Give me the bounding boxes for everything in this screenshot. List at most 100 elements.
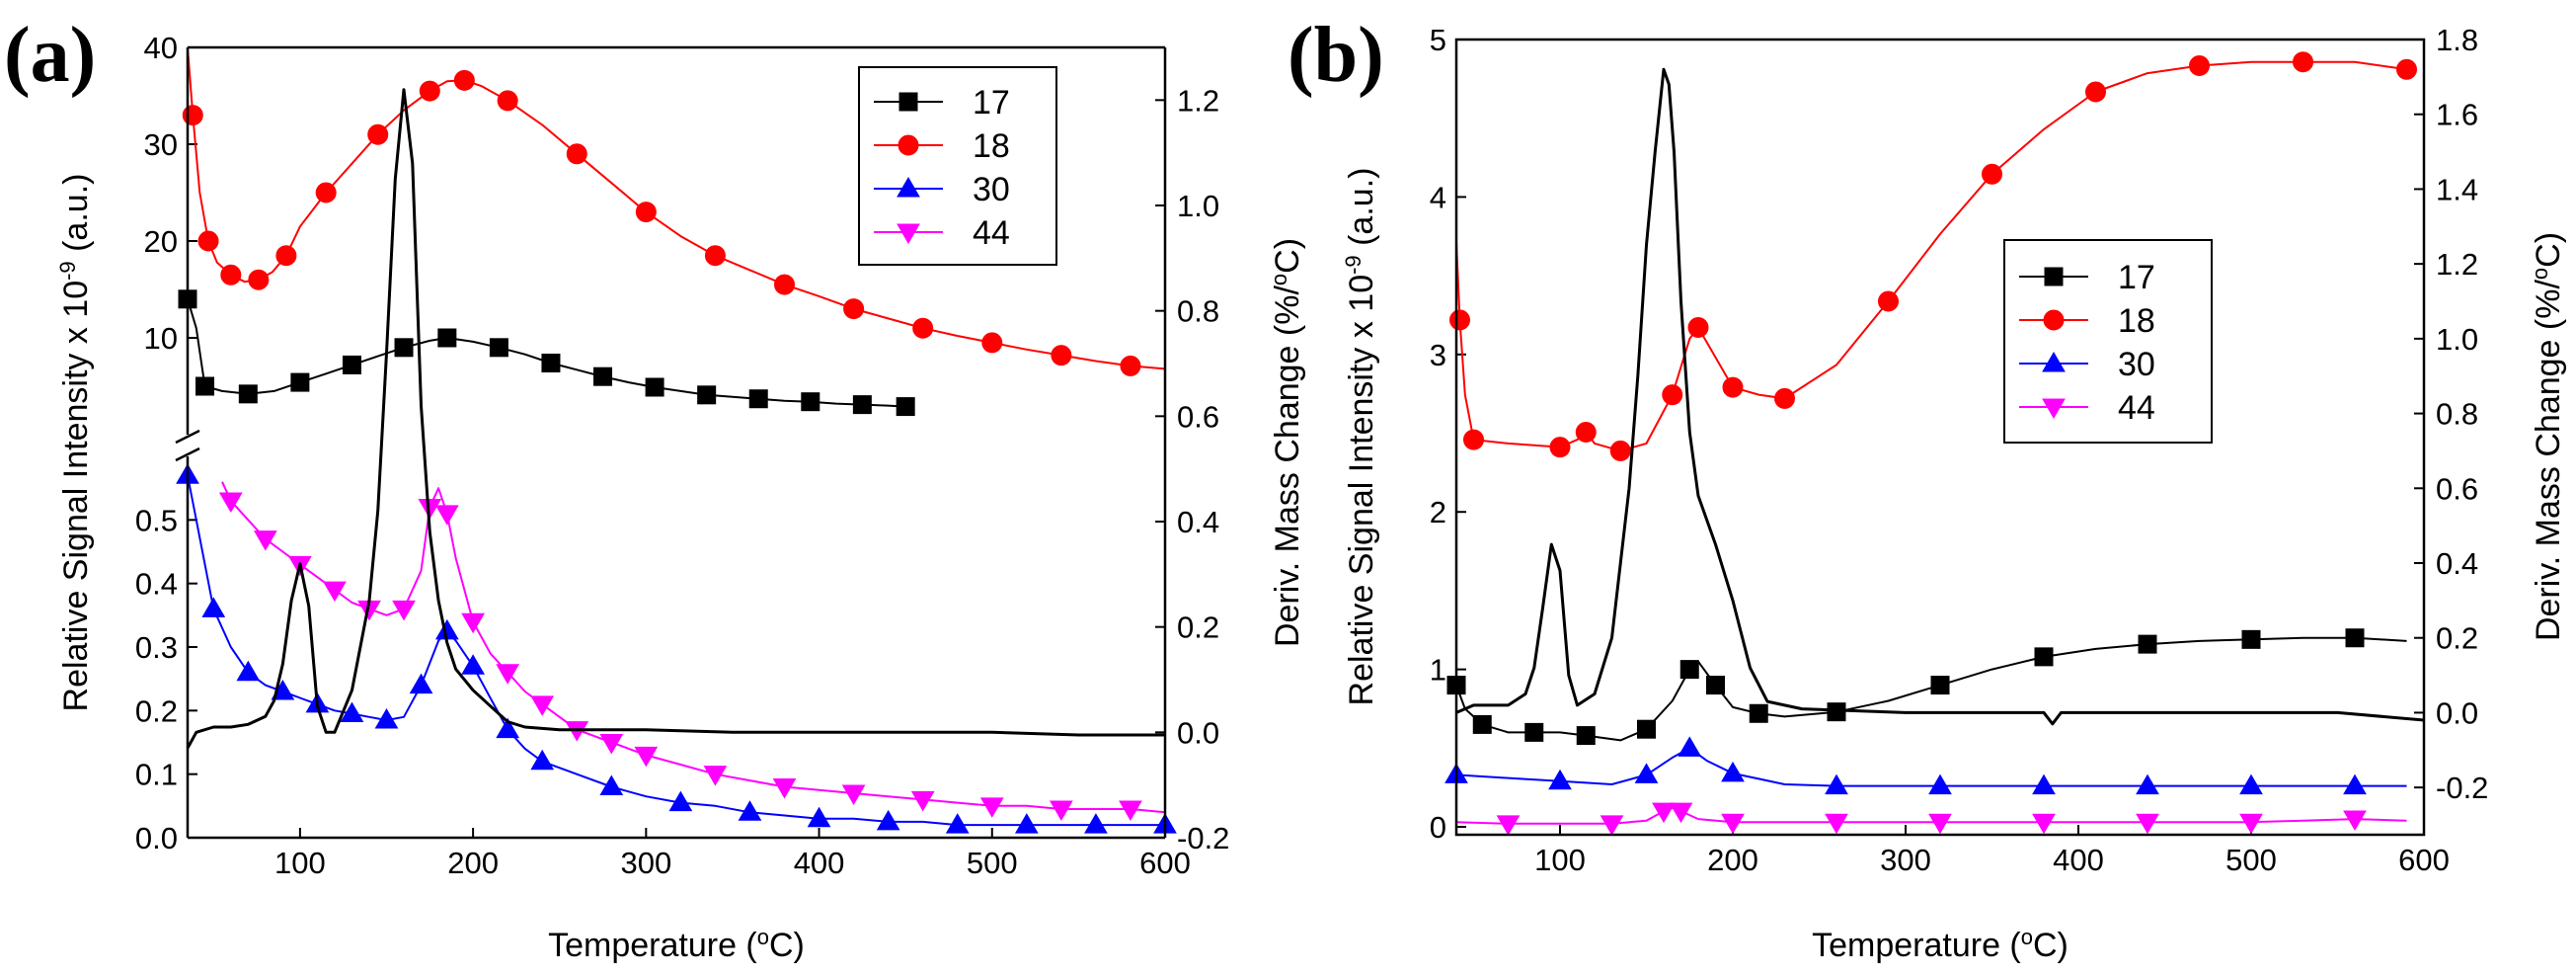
y2-tick-label: 1.0: [1177, 189, 1219, 223]
series-18-point: [2189, 55, 2210, 76]
series-44-point: [634, 746, 659, 768]
series-44-point: [323, 581, 347, 603]
series-30-point: [461, 654, 485, 675]
y-tick-label: 3: [1430, 338, 1446, 372]
series-44-point: [1600, 815, 1624, 836]
legend-label: 18: [2118, 302, 2155, 340]
series-18-point: [912, 317, 934, 339]
panel-a-ylabel: Relative Signal Intensity x 10-9 (a.u.): [55, 174, 96, 712]
series-18-point: [635, 202, 657, 223]
legend-marker: [897, 177, 920, 198]
legend-label: 17: [2118, 259, 2155, 296]
series-44-point: [772, 778, 797, 799]
series-18-point: [2293, 51, 2313, 73]
series-18-point: [981, 332, 1003, 354]
series-30-point: [374, 707, 399, 729]
legend-item-17: 17: [2019, 259, 2155, 296]
series-18-point: [1549, 437, 1571, 458]
series-44-point: [703, 766, 728, 786]
y-upper-tick-label: 40: [144, 31, 178, 65]
series-17-point: [2241, 629, 2261, 649]
series-44-point: [841, 784, 866, 805]
x-tick-label: 400: [2053, 843, 2104, 877]
series-17-point: [1472, 714, 1492, 734]
series-30-point: [340, 701, 364, 723]
series-17-point: [801, 392, 820, 412]
y2-tick-label: 1.0: [2436, 322, 2478, 357]
series-18-point: [2085, 81, 2106, 103]
series-18-point: [1982, 163, 2002, 185]
y2-tick-label: -0.2: [2436, 771, 2488, 805]
series-30-point: [876, 809, 900, 831]
y-tick-label: 0: [1430, 810, 1446, 845]
series-44-point: [1496, 815, 1521, 836]
y-upper-tick-label: 30: [144, 127, 178, 162]
series-18-point: [1575, 422, 1597, 443]
series-30-point: [496, 717, 520, 739]
legend-label: 18: [973, 127, 1010, 165]
panel-a-label: (a): [4, 12, 96, 99]
series-30-point: [1634, 763, 1659, 783]
series-44-point: [2343, 810, 2367, 832]
y2-tick-label: 0.2: [2436, 621, 2478, 656]
series-30-point: [2343, 773, 2367, 795]
series-30-point: [2136, 773, 2159, 795]
series-17-point: [394, 338, 414, 358]
panel-b: (b) 100 200 300 400 500 600 0 1 2 3 4 5 -0.2 0.0 0.2 0.…: [1288, 12, 2567, 964]
series-18-point: [275, 245, 297, 267]
series-17-point: [1637, 719, 1656, 739]
series-18-point: [315, 182, 337, 203]
panel-a: (a) 100 200 300 400 500 600 0.0 0.1 0.2 0.3 0.4 0.5…: [4, 12, 1306, 964]
x-tick-label: 300: [1880, 843, 1931, 877]
legend-label: 30: [2118, 346, 2155, 383]
series-30-point: [530, 749, 555, 771]
series-17-point: [1930, 676, 1950, 695]
series-30-point: [1928, 773, 1952, 795]
series-17-point: [342, 355, 361, 374]
series-30-point: [738, 800, 762, 821]
series-18-point: [419, 80, 440, 102]
series-30-point: [599, 774, 624, 796]
y2-tick-label: -0.2: [1177, 821, 1229, 855]
legend-item-18: 18: [2019, 302, 2155, 340]
series-17-point: [1524, 722, 1544, 742]
panel-b-ticks: 100 200 300 400 500 600 0 1 2 3 4 5 -0.2 0.0 0.2 0.4 0.6…: [1430, 23, 2489, 877]
series-17-point: [645, 377, 664, 397]
y2-tick-label: 1.2: [2436, 247, 2478, 282]
y-lower-tick-label: 0.5: [135, 503, 178, 537]
series-18-point: [1774, 387, 1795, 409]
series-44-point: [530, 695, 555, 716]
series-44-point: [910, 790, 935, 812]
series-18-point: [182, 105, 203, 126]
series-18-line: [1455, 60, 2407, 452]
panel-a-ticks: 100 200 300 400 500 600 0.0 0.1 0.2 0.3 0.4 0.5 10 20…: [135, 31, 1230, 880]
series-18-point: [566, 143, 587, 165]
y-lower-tick-label: 0.2: [135, 693, 178, 728]
x-tick-label: 600: [1139, 846, 1191, 880]
y-lower-tick-label: 0.3: [135, 630, 178, 665]
series-30-point: [201, 597, 226, 617]
series-18-point: [704, 245, 726, 267]
series-30-point: [1678, 736, 1702, 757]
series-30-point: [236, 660, 261, 682]
legend-label: 44: [2118, 389, 2155, 427]
series-18-point: [843, 298, 865, 320]
legend-marker: [2043, 309, 2065, 331]
series-17-line: [187, 298, 906, 408]
x-tick-label: 100: [274, 846, 326, 880]
legend-label: 30: [973, 171, 1010, 208]
series-44-point: [1825, 813, 1848, 835]
legend-item-30: 30: [874, 171, 1010, 208]
series-44-point: [1928, 813, 1952, 835]
y2-tick-label: 1.2: [1177, 83, 1219, 118]
series-44-point: [392, 600, 416, 621]
panel-a-series: [176, 46, 1177, 834]
legend-item-30: 30: [2019, 346, 2155, 383]
y-tick-label: 1: [1430, 653, 1446, 688]
panel-a-xlabel: Temperature (oC): [548, 925, 805, 965]
series-17-point: [541, 353, 561, 372]
series-44-point: [2032, 813, 2056, 835]
panel-b-label: (b): [1288, 12, 1384, 99]
series-44-point: [418, 498, 442, 520]
